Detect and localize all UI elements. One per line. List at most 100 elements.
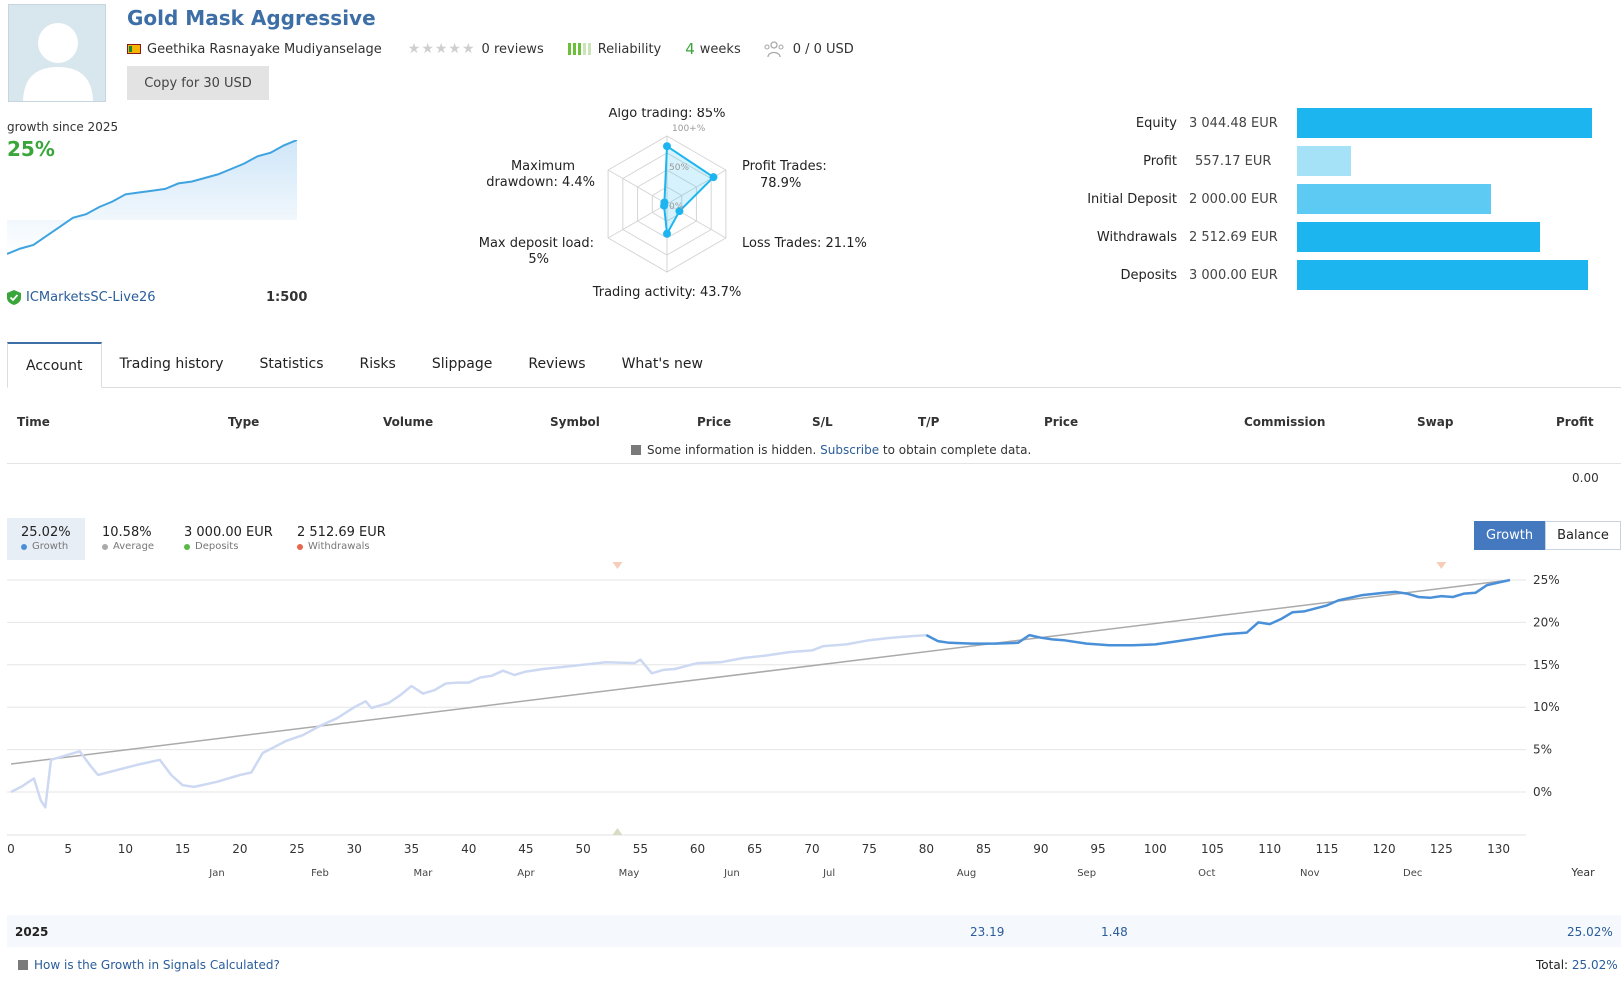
growth-percent: 25% xyxy=(7,137,55,161)
flag-icon xyxy=(127,44,141,54)
chart-mode-toggle: Growth Balance xyxy=(1474,521,1621,550)
stat-value: 10.58% xyxy=(102,525,152,540)
stat-legend: Deposits xyxy=(184,541,273,552)
growth-line-past xyxy=(10,633,927,809)
y-tick-label: 0% xyxy=(1533,785,1552,799)
x-tick-label: 20 xyxy=(232,842,247,856)
book-icon xyxy=(18,960,28,970)
column-header[interactable]: Price xyxy=(1044,415,1079,429)
stat-value: 3 000.00 EUR xyxy=(184,525,273,540)
tab-statistics[interactable]: Statistics xyxy=(259,356,324,372)
copy-signal-button[interactable]: Copy for 30 USD xyxy=(127,66,269,100)
column-header[interactable]: S/L xyxy=(812,415,833,429)
equity-label: Profit xyxy=(1143,154,1177,169)
withdrawal-marker[interactable] xyxy=(612,562,623,569)
growth-calc-help[interactable]: How is the Growth in Signals Calculated? xyxy=(18,958,280,972)
weeks-label: weeks xyxy=(699,41,741,57)
tab-account[interactable]: Account xyxy=(7,342,102,388)
balance-toggle-button[interactable]: Balance xyxy=(1545,521,1621,550)
year-total-value: 25.02% xyxy=(1567,925,1613,939)
month-label: Dec xyxy=(1403,868,1422,879)
column-header[interactable]: Swap xyxy=(1417,415,1454,429)
x-tick-label: 75 xyxy=(862,842,877,856)
stat-average[interactable]: 10.58% Average xyxy=(88,518,168,560)
x-tick-label: 50 xyxy=(575,842,590,856)
legend-dot-icon xyxy=(21,543,27,550)
signal-title[interactable]: Gold Mask Aggressive xyxy=(127,6,376,30)
radar-scale-zero: 0% xyxy=(669,202,684,212)
equity-bar xyxy=(1297,260,1588,290)
column-header[interactable]: T/P xyxy=(918,415,940,429)
column-header[interactable]: Profit xyxy=(1556,415,1594,429)
radar-label-load-1: Max deposit load: xyxy=(479,236,594,251)
growth-toggle-button[interactable]: Growth xyxy=(1474,521,1546,550)
equity-bar xyxy=(1297,222,1540,252)
x-tick-label: 65 xyxy=(747,842,762,856)
radar-point xyxy=(709,173,718,182)
subscribe-link[interactable]: Subscribe xyxy=(820,443,880,457)
radar-point xyxy=(675,207,684,216)
column-header[interactable]: Commission xyxy=(1244,415,1326,429)
column-header[interactable]: Symbol xyxy=(550,415,600,429)
radar-label-profit-1: Profit Trades: xyxy=(742,159,827,174)
reviews-count[interactable]: 0 reviews xyxy=(481,41,544,57)
column-header[interactable]: Price xyxy=(697,415,732,429)
author-name: Geethika Rasnayake Mudiyanselage xyxy=(147,41,382,57)
footer-total: Total: 25.02% xyxy=(1536,958,1618,972)
x-tick-label: 45 xyxy=(518,842,533,856)
x-tick-label: 95 xyxy=(1090,842,1105,856)
equity-value: 2 512.69 EUR xyxy=(1189,230,1278,245)
radar-point xyxy=(663,142,671,151)
hidden-info-text-1: Some information is hidden. xyxy=(647,443,817,457)
tab-risks[interactable]: Risks xyxy=(359,356,396,372)
stat-growth[interactable]: 25.02% Growth xyxy=(7,518,85,560)
x-tick-label: 55 xyxy=(633,842,648,856)
x-tick-label: 115 xyxy=(1315,842,1338,856)
withdrawal-marker[interactable] xyxy=(1436,562,1447,569)
radar-point xyxy=(660,198,669,207)
x-tick-label: 120 xyxy=(1373,842,1396,856)
x-tick-label: 110 xyxy=(1258,842,1281,856)
column-header[interactable]: Time xyxy=(17,415,50,429)
tab-slippage[interactable]: Slippage xyxy=(431,356,493,372)
broker-server[interactable]: ICMarketsSC-Live26 xyxy=(7,290,155,305)
radar-scale-mid: 50% xyxy=(669,163,689,173)
deposit-marker[interactable] xyxy=(612,828,623,835)
author[interactable]: Geethika Rasnayake Mudiyanselage xyxy=(127,42,382,57)
year-aug-value: 23.19 xyxy=(970,925,1005,939)
tab-reviews[interactable]: Reviews xyxy=(528,356,586,372)
radar-value-polygon xyxy=(663,144,716,237)
hidden-info-notice: Some information is hidden. Subscribe to… xyxy=(631,443,1031,457)
x-tick-label: 5 xyxy=(64,842,72,856)
month-label: Jan xyxy=(208,868,224,879)
x-tick-label: 125 xyxy=(1430,842,1453,856)
stat-deposits[interactable]: 3 000.00 EUR Deposits xyxy=(170,518,287,560)
footer-total-label: Total: xyxy=(1536,958,1569,972)
legend-dot-icon xyxy=(102,543,108,550)
month-label: Mar xyxy=(414,868,434,879)
x-unit-label: Year xyxy=(1570,866,1595,879)
month-label: Jun xyxy=(723,868,740,879)
tab-trading-history[interactable]: Trading history xyxy=(119,356,224,372)
risk-radar-chart: 100+% 50% 0% Algo trading: 85% Profit Tr… xyxy=(479,108,867,300)
reliability-label: Reliability xyxy=(597,41,662,57)
stat-withdrawals[interactable]: 2 512.69 EUR Withdrawals xyxy=(283,518,400,560)
x-tick-label: 105 xyxy=(1201,842,1224,856)
growth-calc-link[interactable]: How is the Growth in Signals Calculated? xyxy=(34,958,280,972)
month-label: May xyxy=(619,868,640,879)
broker-link[interactable]: ICMarketsSC-Live26 xyxy=(26,290,156,305)
month-label: Jul xyxy=(822,868,835,879)
rating-stars-icon: ★★★★★ xyxy=(407,41,476,57)
y-tick-label: 20% xyxy=(1533,615,1560,629)
column-header[interactable]: Type xyxy=(228,415,260,429)
y-tick-label: 25% xyxy=(1533,573,1560,587)
footer-total-value: 25.02% xyxy=(1571,958,1618,972)
table-total-profit: 0.00 xyxy=(1572,471,1599,485)
avatar-placeholder-icon xyxy=(23,23,93,101)
author-avatar[interactable] xyxy=(8,4,106,102)
year-label: 2025 xyxy=(15,925,49,939)
month-label: Feb xyxy=(311,868,329,879)
growth-line-recent[interactable] xyxy=(925,578,1511,647)
column-header[interactable]: Volume xyxy=(383,415,434,429)
tab-what-s-new[interactable]: What's new xyxy=(621,356,703,372)
